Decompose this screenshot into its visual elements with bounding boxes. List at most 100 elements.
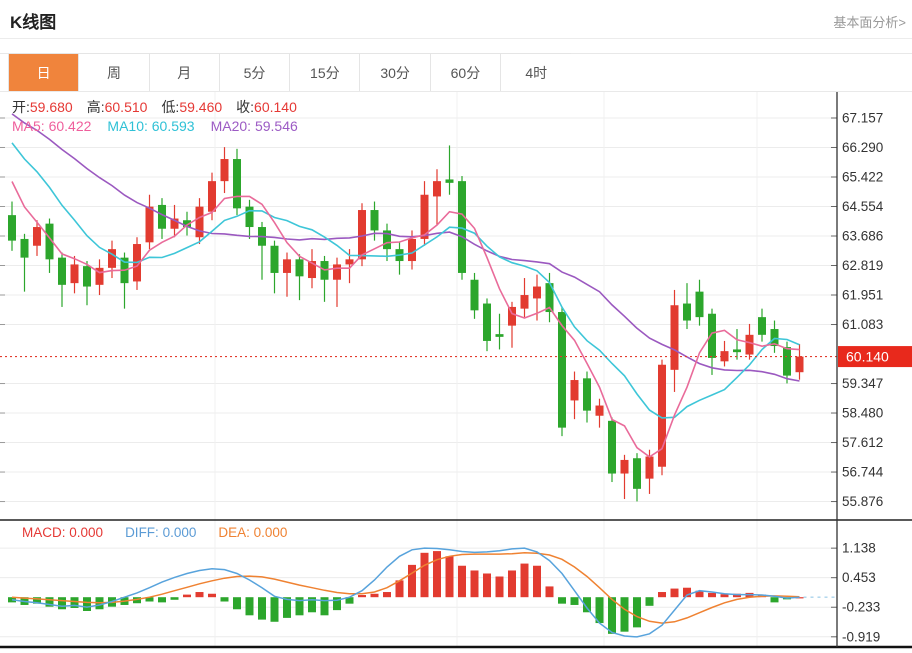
price-tick-label: 61.951 <box>842 288 883 303</box>
candle-down <box>470 279 479 311</box>
macd-bar-down <box>308 597 316 613</box>
macd-bar-down <box>133 597 141 604</box>
candle-up <box>533 286 541 299</box>
macd-bar-up <box>445 556 454 598</box>
macd-bar-down <box>345 597 354 604</box>
chart-area[interactable]: 60.140 67.157 66.290 65.422 64.554 63.686 62.8… <box>0 92 912 653</box>
macd-bar-down <box>608 597 616 634</box>
macd-bar-down <box>645 597 654 606</box>
price-tick-label: 57.612 <box>842 435 883 450</box>
period-tab-7[interactable]: 60分 <box>430 54 502 91</box>
candle-down <box>608 420 616 474</box>
macd-bar-down <box>620 597 629 632</box>
candle-up <box>283 259 291 273</box>
period-tab-1[interactable]: 日 <box>9 54 80 91</box>
candle-up <box>95 267 104 285</box>
candle-down <box>495 334 504 337</box>
macd-bar-up <box>483 573 491 598</box>
candle-down <box>583 378 591 411</box>
fundamental-analysis-link[interactable]: 基本面分析> <box>833 15 906 30</box>
candle-up <box>70 264 79 284</box>
macd-bar-down <box>633 597 641 628</box>
dea-line <box>11 552 800 624</box>
macd-bar-up <box>183 594 191 598</box>
price-tick-label: 59.347 <box>842 376 883 391</box>
macd-bar-down <box>320 597 329 616</box>
gridlines <box>0 92 837 647</box>
macd-bar-down <box>270 597 279 622</box>
macd-bar-down <box>770 597 779 603</box>
candlestick-macd-chart[interactable]: 60.140 67.157 66.290 65.422 64.554 63.686 62.8… <box>0 92 912 653</box>
last-price-badge-text: 60.140 <box>846 349 889 365</box>
candle-up <box>220 159 229 182</box>
macd-bar-down <box>8 597 16 603</box>
candle-up <box>108 249 116 268</box>
macd-tick-label: 1.138 <box>842 541 876 556</box>
candle-down <box>683 303 691 321</box>
candle-up <box>508 306 516 326</box>
macd-bar-up <box>508 570 516 598</box>
candle-up <box>345 259 354 265</box>
price-tick-label: 55.876 <box>842 494 883 509</box>
candle-up <box>308 261 316 279</box>
period-tab-8[interactable]: 4时 <box>501 54 572 91</box>
period-tab-4[interactable]: 5分 <box>219 54 291 91</box>
macd-bar-up <box>720 594 729 598</box>
candle-down <box>758 317 766 335</box>
macd-bar-up <box>658 592 666 598</box>
candle-up <box>145 206 154 243</box>
macd-bar-down <box>558 597 566 604</box>
price-tick-label: 66.290 <box>842 140 883 155</box>
period-tab-2[interactable]: 周 <box>79 54 150 91</box>
macd-bar-up <box>208 593 216 598</box>
candle-down <box>733 349 741 353</box>
candle-up <box>645 456 654 479</box>
candle-up <box>720 351 729 362</box>
macd-bar-up <box>495 576 504 598</box>
price-tick-label: 56.744 <box>842 465 884 480</box>
macd-bar-down <box>158 597 166 603</box>
macd-bar-up <box>408 564 416 598</box>
price-tick-label: 67.157 <box>842 111 883 126</box>
candle-down <box>8 215 16 241</box>
candle-up <box>595 405 604 416</box>
candle-down <box>270 245 279 273</box>
period-tabs: 日周月 5分 15分 30分 60分 4时 <box>8 53 572 92</box>
price-axis-labels: 67.157 66.290 65.422 64.554 63.686 62.819 61.9… <box>842 111 884 645</box>
candle-up <box>208 181 216 212</box>
candle-up <box>333 264 341 280</box>
macd-bar-down <box>170 597 179 600</box>
macd-bar-up <box>458 565 466 598</box>
candle-up <box>420 194 429 239</box>
chart-top-border <box>0 91 912 92</box>
period-tab-3[interactable]: 月 <box>149 54 220 91</box>
macd-bar-down <box>70 597 79 608</box>
candle-down <box>20 238 29 258</box>
candle-down <box>45 223 54 260</box>
candle-up <box>620 459 629 474</box>
candle-up <box>195 206 204 238</box>
macd-bar-up <box>533 565 541 598</box>
period-tab-5[interactable]: 15分 <box>290 54 361 91</box>
macd-bar-up <box>433 551 441 598</box>
price-tick-label: 63.686 <box>842 229 883 244</box>
macd-bar-down <box>333 597 341 611</box>
candle-down <box>245 206 254 228</box>
candle-down <box>158 204 166 229</box>
price-tick-label: 65.422 <box>842 169 883 184</box>
macd-bar-up <box>695 590 704 598</box>
macd-bar-up <box>395 580 404 598</box>
candles <box>8 145 804 502</box>
candle-down <box>483 303 491 341</box>
candle-up <box>745 334 754 355</box>
price-tick-label: 62.819 <box>842 258 883 273</box>
macd-bar-up <box>420 552 429 598</box>
candle-down <box>233 159 241 209</box>
candle-up <box>795 356 804 373</box>
period-tab-6[interactable]: 30分 <box>360 54 431 91</box>
price-tick-label: 61.083 <box>842 317 883 332</box>
macd-bar-up <box>545 586 554 598</box>
candle-up <box>408 238 416 262</box>
macd-bar-down <box>45 597 54 607</box>
